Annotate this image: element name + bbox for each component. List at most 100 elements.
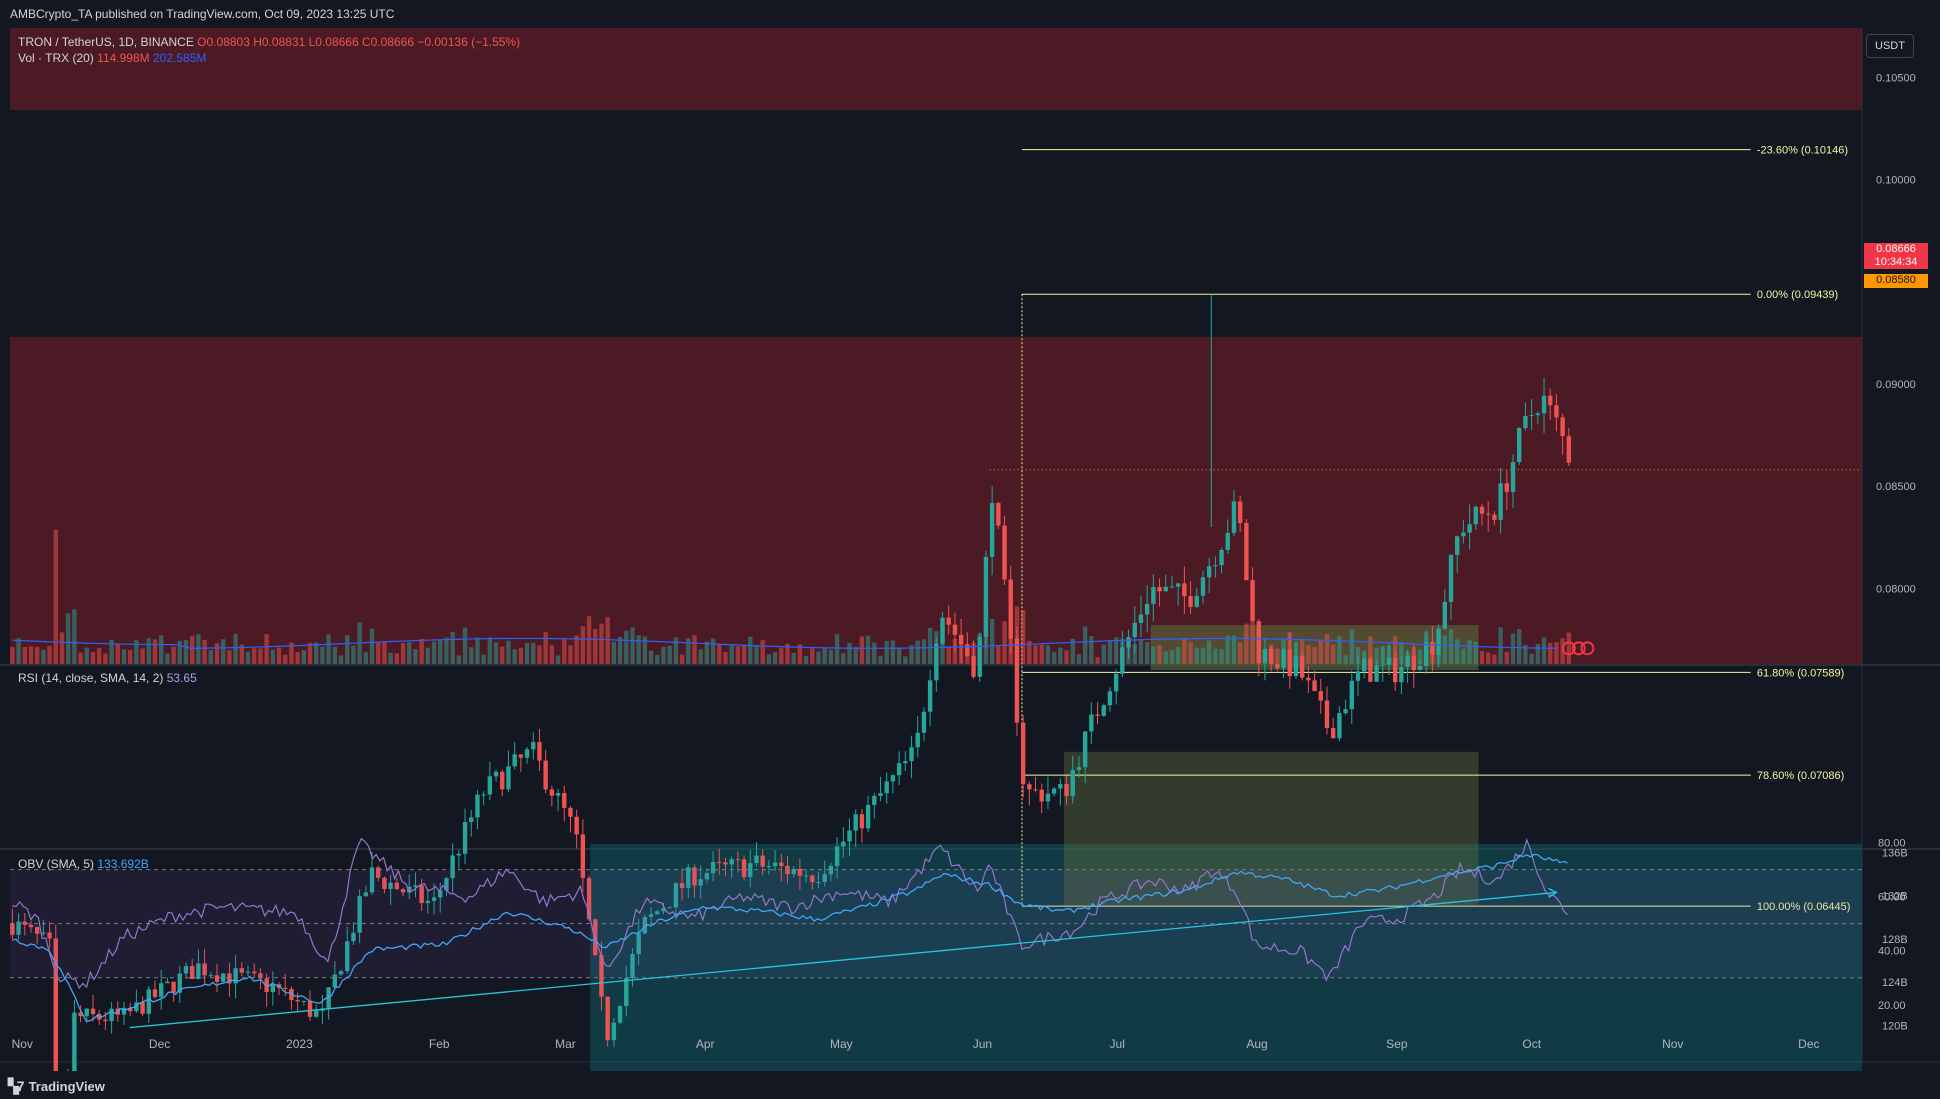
tradingview-logo[interactable]: ▚7 TradingView: [8, 1078, 105, 1095]
volume-bar: [1200, 647, 1206, 664]
candle: [952, 624, 958, 635]
volume-bar: [227, 650, 232, 664]
volume-bar: [1169, 650, 1175, 664]
volume-bar: [307, 642, 313, 664]
candle: [766, 866, 772, 868]
candle: [1293, 656, 1299, 677]
volume-bar: [1498, 627, 1503, 664]
candle: [1479, 506, 1485, 514]
candle: [940, 617, 945, 644]
price-legend: TRON / TetherUS, 1D, BINANCE O0.08803 H0…: [18, 34, 520, 50]
volume-bar: [1479, 650, 1485, 664]
volume-bar: [797, 644, 803, 664]
candle: [1306, 677, 1311, 681]
volume-bar: [1064, 650, 1069, 664]
candle: [822, 874, 827, 883]
volume-bar: [84, 647, 89, 664]
volume-bar: [735, 646, 741, 664]
rsi-label: RSI (14, close, SMA, 14, 2): [18, 671, 164, 685]
volume-bar: [630, 627, 635, 664]
candle: [1361, 658, 1367, 672]
obv-label: OBV (SMA, 5): [18, 857, 95, 871]
candle: [834, 846, 840, 867]
candle: [1051, 788, 1057, 794]
candle: [462, 822, 468, 854]
candle: [500, 771, 505, 790]
candle: [884, 781, 889, 794]
candle: [512, 754, 517, 767]
candle: [1374, 665, 1379, 682]
volume-bar: [28, 646, 34, 664]
volume-bar: [903, 656, 908, 664]
volume-bar: [289, 642, 294, 664]
volume-bar: [655, 654, 660, 664]
volume-bar: [158, 635, 164, 664]
footer: ▚7 TradingView: [0, 1071, 1940, 1099]
candle: [1343, 709, 1348, 714]
candle: [1318, 691, 1323, 701]
volume-bar: [586, 616, 592, 664]
price-tick-label: 0.09000: [1876, 379, 1916, 391]
volume-bar: [295, 651, 300, 664]
volume-bar: [475, 637, 480, 664]
volume-bar: [1126, 646, 1131, 664]
volume-bar: [1213, 648, 1218, 664]
rsi-legend: RSI (14, close, SMA, 14, 2) 53.65: [18, 670, 197, 686]
candle: [1082, 731, 1088, 768]
candle: [1175, 583, 1181, 587]
publish-info: AMBCrypto_TA published on TradingView.co…: [10, 7, 395, 21]
volume-bar: [196, 634, 201, 664]
candle: [382, 877, 387, 889]
candle: [400, 889, 406, 893]
volume-bar: [1163, 651, 1168, 664]
volume-bar: [171, 646, 176, 664]
volume-bar: [72, 609, 77, 664]
volume-bar: [444, 637, 449, 664]
volume-bar: [686, 638, 691, 664]
candle: [1095, 714, 1100, 716]
candle: [1529, 415, 1534, 417]
candle: [555, 792, 561, 796]
volume-bar: [1330, 644, 1336, 664]
candle: [543, 760, 548, 790]
currency-button[interactable]: USDT: [1866, 34, 1914, 58]
candle: [983, 556, 989, 637]
candle: [1337, 713, 1342, 739]
candle: [580, 834, 586, 878]
candle: [1169, 586, 1175, 588]
volume-bar: [1566, 632, 1572, 664]
candle: [1014, 638, 1020, 723]
candle: [1380, 664, 1385, 666]
candle: [22, 921, 27, 925]
volume-bar: [1070, 638, 1075, 664]
volume-bar: [754, 645, 759, 664]
candle: [307, 1000, 313, 1017]
volume-bar: [16, 638, 21, 664]
volume-bar: [1107, 640, 1113, 664]
candle: [828, 866, 834, 875]
volume-bar: [338, 655, 344, 664]
volume-bar: [400, 642, 406, 664]
candle: [698, 879, 703, 886]
rsi-band: [10, 869, 1862, 978]
volume-bar: [1033, 645, 1038, 664]
candle: [1535, 413, 1541, 416]
candle: [1045, 793, 1051, 802]
candle: [1225, 532, 1230, 550]
candle: [233, 968, 238, 984]
volume-bar: [1405, 651, 1410, 664]
candle: [78, 1012, 83, 1017]
volume-bar: [667, 645, 672, 664]
candle: [90, 1008, 96, 1014]
volume-bar: [741, 645, 747, 664]
volume-bar: [1343, 655, 1348, 664]
volume-bar: [760, 640, 765, 664]
fib-label: -23.60% (0.10146): [1757, 145, 1848, 157]
volume-bar: [748, 636, 753, 664]
volume-bar: [1151, 646, 1156, 664]
candle: [239, 968, 245, 973]
volume-bar: [1188, 642, 1193, 664]
volume-bar: [952, 638, 958, 664]
candle: [760, 855, 765, 867]
